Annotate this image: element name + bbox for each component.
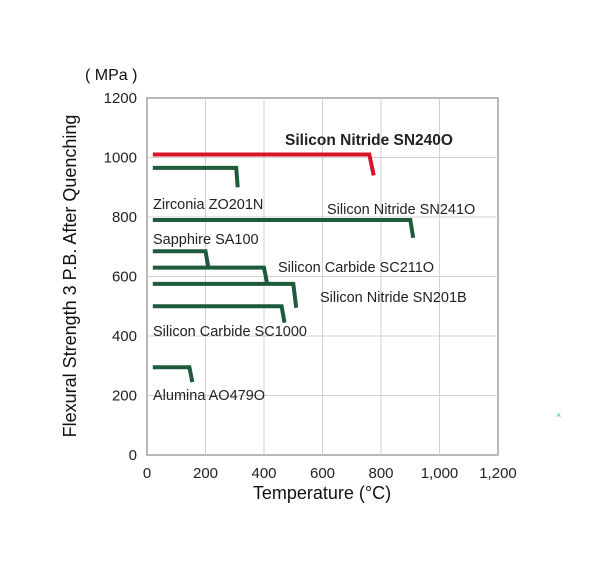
series-line — [152, 304, 287, 323]
y-tick-label: 1200 — [104, 90, 137, 107]
series-line — [152, 249, 211, 268]
y-axis-title: Flexural Strength 3 P.B. After Quenching — [60, 115, 80, 438]
x-axis-title: Temperature (°C) — [253, 483, 391, 503]
series-label: Zirconia ZO201N — [153, 197, 263, 213]
series-lines — [152, 152, 416, 383]
x-tick-label: 400 — [251, 465, 276, 482]
series-label: Alumina AO479O — [153, 388, 265, 404]
series-label: Silicon Nitride SN201B — [320, 290, 467, 306]
series-line — [152, 165, 240, 188]
series-line — [152, 281, 299, 308]
x-tick-label: 1,200 — [479, 465, 517, 482]
series-label: Silicon Carbide SC211O — [278, 260, 434, 276]
x-tick-label: 800 — [368, 465, 393, 482]
tick-labels: 0 200 400 600 800 1,000 1,200 0 200 400 600 800 1000… — [104, 90, 517, 482]
x-tick-label: 0 — [143, 465, 151, 482]
y-unit-label: ( MPa ) — [85, 67, 137, 84]
series-line — [152, 152, 376, 176]
y-tick-label: 400 — [112, 328, 137, 345]
series-labels: Silicon Nitride SN240O Zirconia ZO201N Sil… — [153, 132, 475, 404]
series-label: Silicon Nitride SN240O — [285, 132, 453, 149]
series-label: Sapphire SA100 — [153, 232, 259, 248]
x-tick-label: 1,000 — [421, 465, 459, 482]
series-line — [152, 218, 416, 239]
y-tick-label: 600 — [112, 269, 137, 286]
y-tick-label: 0 — [129, 447, 137, 464]
series-label: Silicon Carbide SC1000 — [153, 324, 307, 340]
annotation-mark: × — [556, 410, 561, 420]
y-tick-label: 1000 — [104, 150, 137, 167]
y-tick-label: 200 — [112, 388, 137, 405]
x-tick-label: 600 — [310, 465, 335, 482]
series-line — [152, 365, 195, 383]
series-label: Silicon Nitride SN241O — [327, 202, 475, 218]
grid — [147, 98, 498, 455]
x-tick-label: 200 — [193, 465, 218, 482]
series-line — [152, 265, 269, 283]
y-tick-label: 800 — [112, 209, 137, 226]
